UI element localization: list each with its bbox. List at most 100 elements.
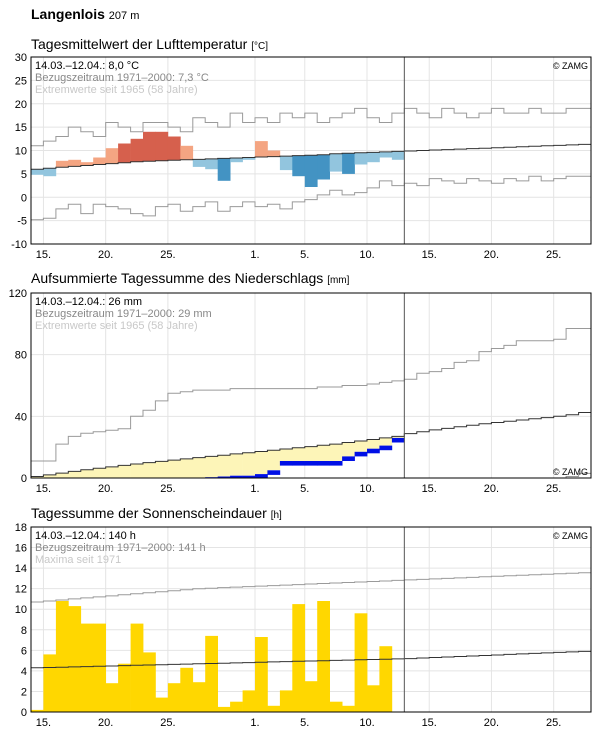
- precip-deficit-fill: [391, 436, 405, 438]
- precip-deficit-fill: [80, 469, 94, 478]
- temperature-anomaly-bar: [354, 152, 368, 165]
- zamg-watermark: © ZAMG: [553, 467, 588, 477]
- y-tick-label: 40: [15, 411, 27, 423]
- y-tick-label: 14: [15, 563, 27, 575]
- sunshine-bar: [105, 683, 119, 712]
- temperature-anomaly-bar: [192, 159, 206, 167]
- y-tick-label: 0: [21, 192, 27, 204]
- sunshine-chart-title: Tagessumme der Sonnenscheindauer [h]: [31, 505, 282, 521]
- reference-label: Bezugszeitraum 1971–2000: 29 mm: [35, 308, 212, 320]
- extreme-label: Extremwerte seit 1965 (58 Jahre): [35, 320, 198, 332]
- normal-line: [31, 412, 591, 477]
- precip-deficit-fill: [367, 439, 380, 449]
- x-tick-label: 5.: [300, 483, 309, 495]
- temperature-anomaly-bar: [93, 157, 106, 165]
- sunshine-bar: [205, 635, 218, 712]
- precip-deficit-fill: [255, 451, 268, 475]
- sunshine-bar: [93, 623, 106, 712]
- sunshine-bar: [304, 681, 318, 712]
- x-tick-label: 15.: [422, 717, 437, 729]
- y-tick-label: 0: [21, 473, 27, 485]
- station-header: Langenlois 207 m: [31, 6, 139, 22]
- precip-cumulative-bar: [255, 474, 268, 478]
- precip-deficit-fill: [118, 465, 131, 478]
- x-tick-label: 15.: [36, 717, 51, 729]
- x-tick-label: 5.: [300, 249, 309, 261]
- x-tick-label: 5.: [300, 717, 309, 729]
- precip-deficit-fill: [31, 476, 44, 478]
- sunshine-bar: [367, 685, 380, 712]
- precipitation-unit: [mm]: [327, 275, 350, 286]
- x-tick-label: 20.: [98, 717, 113, 729]
- temperature-anomaly-bar: [167, 136, 181, 161]
- normal-line: [31, 650, 591, 669]
- sunshine-bar: [242, 690, 256, 712]
- precip-cumulative-bar: [304, 461, 318, 466]
- sunshine-bar: [342, 705, 355, 712]
- temperature-anomaly-bar: [217, 158, 231, 181]
- temperature-chart-title: Tagesmittelwert der Lufttemperatur [°C]: [31, 36, 268, 52]
- precip-deficit-fill: [329, 444, 343, 462]
- precip-deficit-fill: [379, 437, 393, 446]
- sunshine-bar: [130, 623, 144, 712]
- sunshine-bar: [230, 701, 243, 712]
- sunshine-bar: [292, 604, 306, 712]
- sunshine-bar: [379, 646, 393, 712]
- precip-deficit-fill: [217, 455, 231, 477]
- temperature-anomaly-bar: [304, 155, 318, 187]
- y-tick-label: 10: [15, 604, 27, 616]
- y-tick-label: 18: [15, 522, 27, 534]
- sunshine-bar: [217, 706, 231, 712]
- precip-deficit-fill: [93, 468, 106, 478]
- sunshine-bar: [279, 690, 293, 712]
- precip-deficit-fill: [242, 452, 256, 476]
- y-tick-label: -5: [17, 216, 27, 228]
- sunshine-bar: [68, 606, 82, 712]
- x-tick-label: 20.: [484, 249, 499, 261]
- precip-deficit-fill: [317, 445, 330, 461]
- sunshine-bar: [192, 682, 206, 712]
- temperature-anomaly-bar: [379, 151, 393, 158]
- y-tick-label: 6: [21, 645, 27, 657]
- record-min-line: [31, 175, 591, 221]
- x-tick-label: 25.: [160, 483, 175, 495]
- zamg-watermark: © ZAMG: [553, 61, 588, 71]
- precip-cumulative-bar: [317, 461, 330, 466]
- precip-deficit-fill: [143, 462, 156, 478]
- temperature-anomaly-bar: [118, 143, 131, 163]
- sunshine-bar: [167, 683, 181, 712]
- precip-cumulative-bar: [279, 461, 293, 466]
- temperature-anomaly-bar: [342, 153, 355, 174]
- x-tick-label: 15.: [422, 483, 437, 495]
- sunshine-bar: [55, 601, 69, 712]
- y-tick-label: 4: [21, 666, 27, 678]
- precip-deficit-fill: [304, 446, 318, 462]
- precip-deficit-fill: [55, 473, 69, 478]
- sunshine-bar: [180, 667, 194, 712]
- temperature-anomaly-bar: [105, 148, 119, 164]
- precip-deficit-fill: [155, 461, 169, 478]
- precip-deficit-fill: [205, 456, 218, 478]
- temperature-title-text: Tagesmittelwert der Lufttemperatur: [31, 36, 248, 52]
- x-tick-label: 15.: [36, 483, 51, 495]
- chart-1-frame: [30, 292, 592, 479]
- precip-cumulative-bar: [329, 461, 343, 466]
- sunshine-bar: [255, 637, 268, 712]
- precip-deficit-fill: [279, 449, 293, 461]
- x-tick-label: 15.: [422, 249, 437, 261]
- x-tick-label: 1.: [250, 249, 259, 261]
- x-tick-label: 25.: [160, 717, 175, 729]
- precip-deficit-fill: [130, 464, 144, 478]
- precip-deficit-fill: [105, 466, 119, 478]
- y-tick-label: 16: [15, 543, 27, 555]
- temperature-anomaly-bar: [317, 154, 330, 180]
- zamg-watermark: © ZAMG: [553, 531, 588, 541]
- temperature-anomaly-bar: [55, 160, 69, 168]
- chart-0-frame: [30, 56, 592, 245]
- record-max-line: [31, 107, 591, 147]
- precip-deficit-fill: [342, 442, 355, 457]
- period-label: 14.03.–12.04.: 140 h: [35, 530, 136, 542]
- sunshine-bar: [80, 623, 94, 712]
- x-tick-label: 25.: [546, 717, 561, 729]
- temperature-anomaly-bar: [279, 156, 293, 171]
